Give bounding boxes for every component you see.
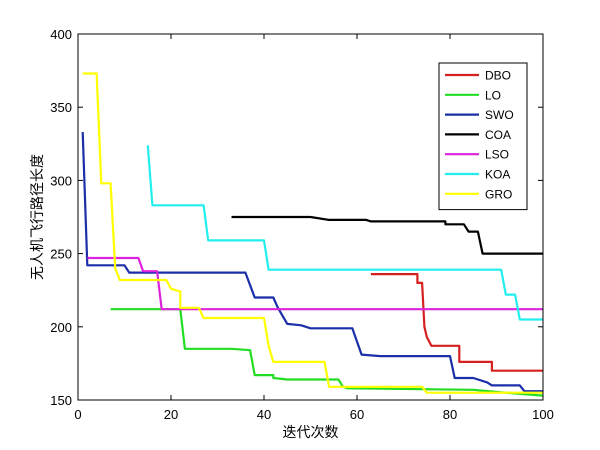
series-layer xyxy=(81,72,544,397)
x-tick-label: 60 xyxy=(350,407,364,422)
x-tick-label: 80 xyxy=(443,407,457,422)
x-tick-label: 100 xyxy=(532,407,554,422)
y-tick-label: 350 xyxy=(50,100,72,115)
series-line-lso xyxy=(87,256,543,311)
series-line-swo xyxy=(81,132,543,393)
legend-label: KOA xyxy=(485,168,510,182)
x-axis-label: 迭代次数 xyxy=(283,425,339,441)
legend: DBO LO SWO COA LSO KOA GRO xyxy=(438,62,528,211)
series-line-koa xyxy=(146,145,543,321)
legend-label: DBO xyxy=(485,69,511,83)
legend-label: GRO xyxy=(485,187,512,201)
legend-label: SWO xyxy=(485,108,514,122)
y-tick-label: 400 xyxy=(50,27,72,42)
series-line-dbo xyxy=(370,273,543,372)
y-tick-label: 200 xyxy=(50,320,72,335)
y-tick-label: 250 xyxy=(50,247,72,262)
legend-box xyxy=(438,62,528,211)
legend-label: LSO xyxy=(485,148,509,162)
x-tick-label: 40 xyxy=(257,407,271,422)
ticks-layer: 0 20 40 60 80 100 150 200 250 300 350 400 xyxy=(50,27,554,422)
legend-label: LO xyxy=(485,88,501,102)
series-line-gro xyxy=(82,72,543,394)
x-tick-label: 20 xyxy=(164,407,178,422)
y-tick-label: 300 xyxy=(50,173,72,188)
y-axis-label: 无人机飞行路径长度 xyxy=(30,154,46,280)
y-tick-label: 150 xyxy=(50,393,72,408)
series-line-lo xyxy=(110,308,544,397)
legend-label: COA xyxy=(485,128,511,142)
watermark-text: 知乎 @IT猿手 xyxy=(495,418,588,436)
series-line-coa xyxy=(231,215,543,255)
plot-frame xyxy=(77,33,544,401)
x-tick-label: 0 xyxy=(74,407,81,422)
